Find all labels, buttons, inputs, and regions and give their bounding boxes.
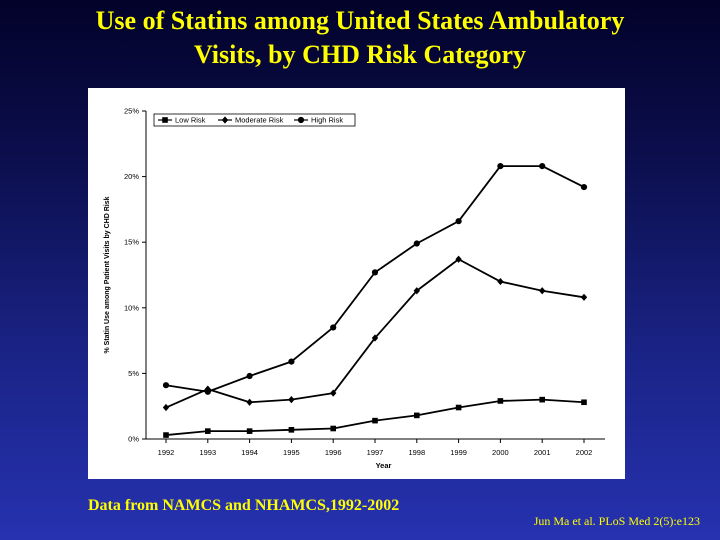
data-point-moderate-risk (371, 334, 379, 342)
line-chart: 0%5%10%15%20%25% 1992 1993 1994 1995 1996 199… (104, 107, 605, 470)
chart-panel: 0% 5% 10% 15% 20% 25% 1992 1993 1994 1995 1996 199… (88, 88, 625, 479)
x-axis-title: Year (376, 461, 392, 470)
data-point-low-risk (539, 396, 545, 403)
data-point-moderate-risk (539, 287, 546, 295)
legend-marker-low-risk (162, 117, 168, 123)
data-point-moderate-risk (288, 396, 295, 404)
legend-label-low-risk: Low Risk (175, 116, 206, 125)
x-tick-label: 1998 (408, 448, 425, 457)
y-tick-label: 15% (124, 238, 139, 247)
series-moderate-risk (162, 255, 588, 412)
data-point-high-risk (204, 388, 211, 395)
y-tick-label: 25% (124, 107, 139, 116)
chart-legend: Low Risk Moderate Risk High Risk (153, 113, 356, 127)
x-axis-ticks: 1992 1993 1994 1995 1996 1997 1998 1999 2000 2001… (158, 439, 593, 457)
data-point-high-risk (539, 163, 546, 170)
data-point-low-risk (455, 404, 462, 411)
series-high-risk (162, 163, 588, 395)
x-tick-label: 2000 (492, 448, 509, 457)
data-point-low-risk (205, 428, 211, 434)
series-line-high-risk (165, 165, 585, 393)
legend-box (153, 113, 356, 127)
slide-title-line-2: Visits, by CHD Risk Category (194, 40, 526, 69)
legend-label-high-risk: High Risk (311, 116, 343, 125)
data-point-high-risk (246, 372, 253, 380)
series-low-risk (163, 396, 587, 438)
y-tick-label: 20% (124, 172, 139, 181)
x-tick-label: 2001 (534, 448, 551, 457)
slide-title: Use of Statins among United States Ambul… (0, 4, 720, 72)
data-point-high-risk (580, 183, 588, 191)
x-tick-label: 1992 (158, 448, 175, 457)
data-point-high-risk (330, 324, 337, 331)
x-tick-label: 1993 (199, 448, 216, 457)
x-tick-label: 1997 (367, 448, 384, 457)
data-point-high-risk (371, 269, 379, 276)
x-tick-label: 2002 (576, 448, 593, 457)
series-line-moderate-risk (165, 258, 585, 409)
data-point-low-risk (163, 432, 169, 438)
y-tick-label: 10% (124, 303, 139, 312)
x-tick-label: 1994 (241, 448, 258, 457)
slide-title-line-1: Use of Statins among United States Ambul… (95, 6, 625, 35)
data-point-low-risk (414, 412, 420, 419)
data-point-moderate-risk (330, 389, 337, 397)
data-point-low-risk (372, 417, 378, 424)
legend-label-moderate-risk: Moderate Risk (235, 116, 284, 125)
y-axis-title: % Statin Use among Patient Visits by CHD… (104, 196, 111, 353)
x-tick-label: 1995 (283, 448, 300, 457)
series-line-low-risk (165, 398, 585, 436)
data-point-high-risk (413, 240, 420, 247)
x-tick-label: 1999 (450, 448, 467, 457)
data-point-low-risk (288, 427, 295, 433)
data-point-low-risk (581, 399, 587, 406)
data-point-low-risk (497, 398, 504, 404)
data-point-high-risk (497, 163, 504, 170)
y-tick-label: 5% (128, 369, 139, 378)
data-point-moderate-risk (497, 277, 504, 286)
legend-marker-moderate-risk (221, 116, 229, 124)
data-point-low-risk (246, 428, 253, 434)
data-point-moderate-risk (246, 398, 253, 406)
legend-marker-high-risk (297, 116, 305, 124)
y-tick-label: 0% (128, 435, 139, 444)
series-layer (162, 163, 588, 438)
data-point-moderate-risk (162, 403, 170, 412)
x-tick-label: 1996 (325, 448, 342, 457)
y-axis-ticks: 0% 5% 10% 15% 20% 25% (124, 107, 146, 444)
data-point-high-risk (162, 382, 170, 389)
data-source-note: Data from NAMCS and NHAMCS,1992-2002 (88, 497, 400, 514)
data-point-low-risk (330, 425, 336, 432)
data-point-high-risk (288, 358, 295, 365)
citation: Jun Ma et al. PLoS Med 2(5):e123 (533, 514, 700, 528)
data-point-moderate-risk (580, 293, 588, 301)
data-point-high-risk (455, 218, 462, 225)
